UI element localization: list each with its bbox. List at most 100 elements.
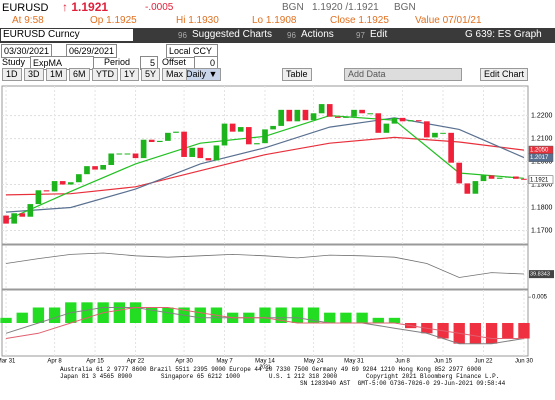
price-tag: [528, 153, 554, 162]
x-tick-label: Apr 30: [175, 359, 193, 365]
histogram-bar: [0, 317, 12, 323]
candle: [3, 215, 9, 224]
y-tick-label: 1.2200: [531, 112, 553, 119]
study-label: Study: [2, 57, 26, 67]
histogram-bar: [129, 302, 142, 323]
edit-chart[interactable]: Edit Chart: [480, 68, 529, 81]
price-tag-label: 1.1921: [530, 177, 549, 183]
start-date[interactable]: 03/30/2021: [1, 44, 53, 58]
candle: [43, 190, 50, 192]
candle: [189, 147, 196, 157]
x-tick-label: Apr 8: [47, 359, 62, 365]
candle: [367, 113, 374, 115]
candle: [27, 204, 34, 217]
ticker: EURUSD: [2, 2, 49, 14]
candle: [456, 162, 463, 184]
range-button[interactable]: 1Y: [120, 68, 140, 81]
histogram-bar: [194, 307, 206, 323]
candle: [464, 183, 471, 194]
footer-line: SN 1283940 AST GMT-5:00 G736-7026-0 29-J…: [300, 380, 506, 387]
offset[interactable]: 0: [194, 56, 218, 70]
candle: [59, 181, 66, 185]
price-tag: [528, 175, 554, 184]
histogram-bar: [275, 307, 287, 323]
candle: [237, 127, 244, 132]
menu[interactable]: Actions: [301, 29, 334, 40]
candle: [148, 139, 155, 143]
candle: [496, 177, 503, 179]
menu[interactable]: Suggested Charts: [192, 29, 273, 40]
add-data[interactable]: Add Data: [344, 68, 462, 81]
candle: [108, 153, 115, 165]
y-tick-label: 0.005: [532, 295, 548, 301]
candle: [270, 125, 276, 130]
candle: [513, 176, 519, 179]
candle: [165, 132, 171, 141]
histogram-bar: [502, 323, 514, 339]
menu[interactable]: Edit: [370, 29, 388, 40]
range-button[interactable]: YTD: [92, 68, 118, 81]
y-tick-label: 1.1900: [531, 181, 553, 188]
x-tick-label: Apr 22: [127, 359, 145, 365]
value-date: Value 07/01/21: [415, 15, 482, 26]
candle: [132, 153, 139, 159]
candle: [351, 109, 357, 117]
candle: [213, 145, 220, 161]
x-tick-label: May 7: [216, 359, 233, 365]
range-button[interactable]: Max: [162, 68, 188, 81]
histogram-bar: [81, 302, 93, 323]
candle: [488, 175, 495, 179]
range-button[interactable]: 1M: [46, 68, 67, 81]
candle: [19, 213, 26, 217]
candle: [318, 104, 325, 114]
range-button[interactable]: 3D: [24, 68, 44, 81]
change: -.0005: [145, 2, 174, 13]
histogram-bar: [16, 312, 28, 323]
candle: [140, 139, 147, 159]
range-button[interactable]: 5Y: [141, 68, 161, 81]
y-tick-label: 1.1800: [531, 204, 553, 211]
histogram-bar: [388, 317, 401, 323]
histogram-bar: [356, 312, 368, 323]
x-tick-label: Jun 22: [474, 359, 493, 365]
candle: [51, 181, 58, 192]
candle: [197, 147, 204, 159]
frequency[interactable]: Daily ▼: [182, 68, 222, 81]
source: BGN: [394, 2, 416, 13]
period-label: Period: [104, 57, 131, 67]
candle: [67, 182, 74, 185]
security-field[interactable]: EURUSD Curncy: [1, 29, 133, 41]
menu-key: 97: [356, 31, 365, 40]
price-tag-label: 1.2050: [530, 148, 549, 154]
range-button[interactable]: 1D: [2, 68, 22, 81]
y-tick-label: 1.2100: [531, 135, 553, 142]
price-tag-label: 1.2017: [530, 155, 549, 161]
menu-bar: [0, 28, 555, 43]
candle: [415, 120, 422, 122]
candle: [229, 123, 236, 132]
candle: [334, 116, 341, 118]
moving-average: [5, 136, 525, 196]
page-code: G 639: ES Graph: [465, 29, 542, 40]
x-tick-label: Jun 30: [515, 359, 534, 365]
histogram-bar: [307, 307, 320, 323]
candle: [245, 127, 252, 145]
histogram-bar: [469, 323, 482, 344]
candle: [407, 120, 414, 122]
low: Lo 1.1908: [252, 15, 297, 26]
candle: [92, 166, 98, 170]
candle: [521, 178, 527, 180]
histogram-bar: [324, 312, 336, 323]
time: At 9:58: [12, 15, 44, 26]
histogram-bar: [146, 307, 158, 323]
x-tick-label: May 14: [255, 359, 275, 365]
table-button[interactable]: Table: [282, 68, 312, 81]
range-button[interactable]: 6M: [69, 68, 90, 81]
candle: [504, 176, 511, 178]
candle: [156, 140, 163, 143]
candle: [440, 132, 446, 134]
x-tick-label: Apr 15: [86, 359, 104, 365]
candle: [343, 116, 349, 118]
open: Op 1.1925: [90, 15, 137, 26]
currency[interactable]: Local CCY: [166, 44, 218, 58]
